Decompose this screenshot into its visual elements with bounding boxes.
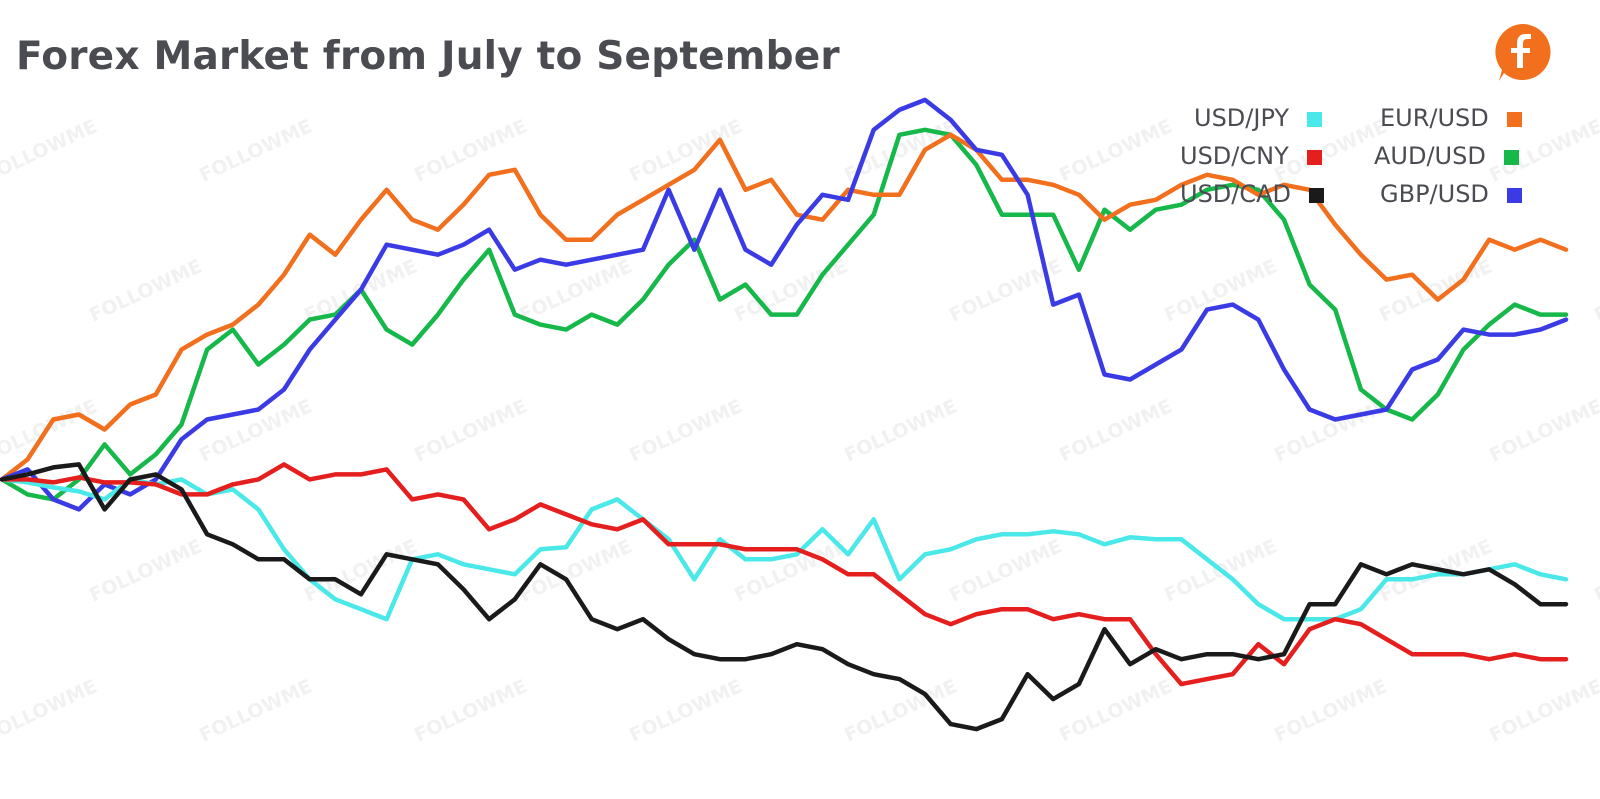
legend-swatch-eur-usd xyxy=(1506,112,1522,127)
legend-label-usd-cad: USD/CAD xyxy=(1180,180,1292,208)
legend-label-usd-cny: USD/CNY xyxy=(1180,142,1289,170)
legend-item-usd-jpy: USD/JPY xyxy=(1194,104,1323,132)
series-line-usd-cny xyxy=(0,462,1569,687)
legend-swatch-usd-jpy xyxy=(1307,112,1323,127)
chart-title: Forex Market from July to September xyxy=(16,34,840,79)
legend-swatch-gbp-usd xyxy=(1506,188,1522,203)
series-line-aud-usd xyxy=(0,127,1569,502)
legend-item-eur-usd: EUR/USD xyxy=(1380,104,1522,132)
legend-item-aud-usd: AUD/USD xyxy=(1374,142,1519,170)
legend-item-usd-cad: USD/CAD xyxy=(1180,180,1325,208)
series-line-eur-usd xyxy=(0,132,1569,482)
legend: USD/JPY EUR/USD USD/CNY AUD/USD USD/CAD … xyxy=(1180,100,1580,220)
series-line-usd-jpy xyxy=(0,477,1569,622)
series-line-gbp-usd xyxy=(0,97,1569,512)
legend-label-aud-usd: AUD/USD xyxy=(1374,142,1486,170)
legend-swatch-usd-cad xyxy=(1309,188,1325,203)
legend-item-usd-cny: USD/CNY xyxy=(1180,142,1322,170)
legend-swatch-usd-cny xyxy=(1306,150,1322,165)
legend-swatch-aud-usd xyxy=(1503,150,1519,165)
legend-label-gbp-usd: GBP/USD xyxy=(1380,180,1489,208)
followme-logo-icon xyxy=(1495,23,1551,81)
legend-item-gbp-usd: GBP/USD xyxy=(1380,180,1522,208)
legend-label-eur-usd: EUR/USD xyxy=(1380,104,1489,132)
legend-label-usd-jpy: USD/JPY xyxy=(1194,104,1290,132)
series-line-usd-cad xyxy=(0,462,1569,732)
